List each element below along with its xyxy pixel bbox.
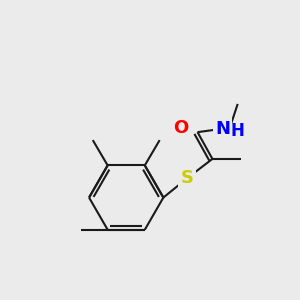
Text: O: O — [174, 119, 189, 137]
Text: N: N — [215, 120, 230, 138]
Text: H: H — [230, 122, 244, 140]
Text: S: S — [181, 169, 194, 187]
